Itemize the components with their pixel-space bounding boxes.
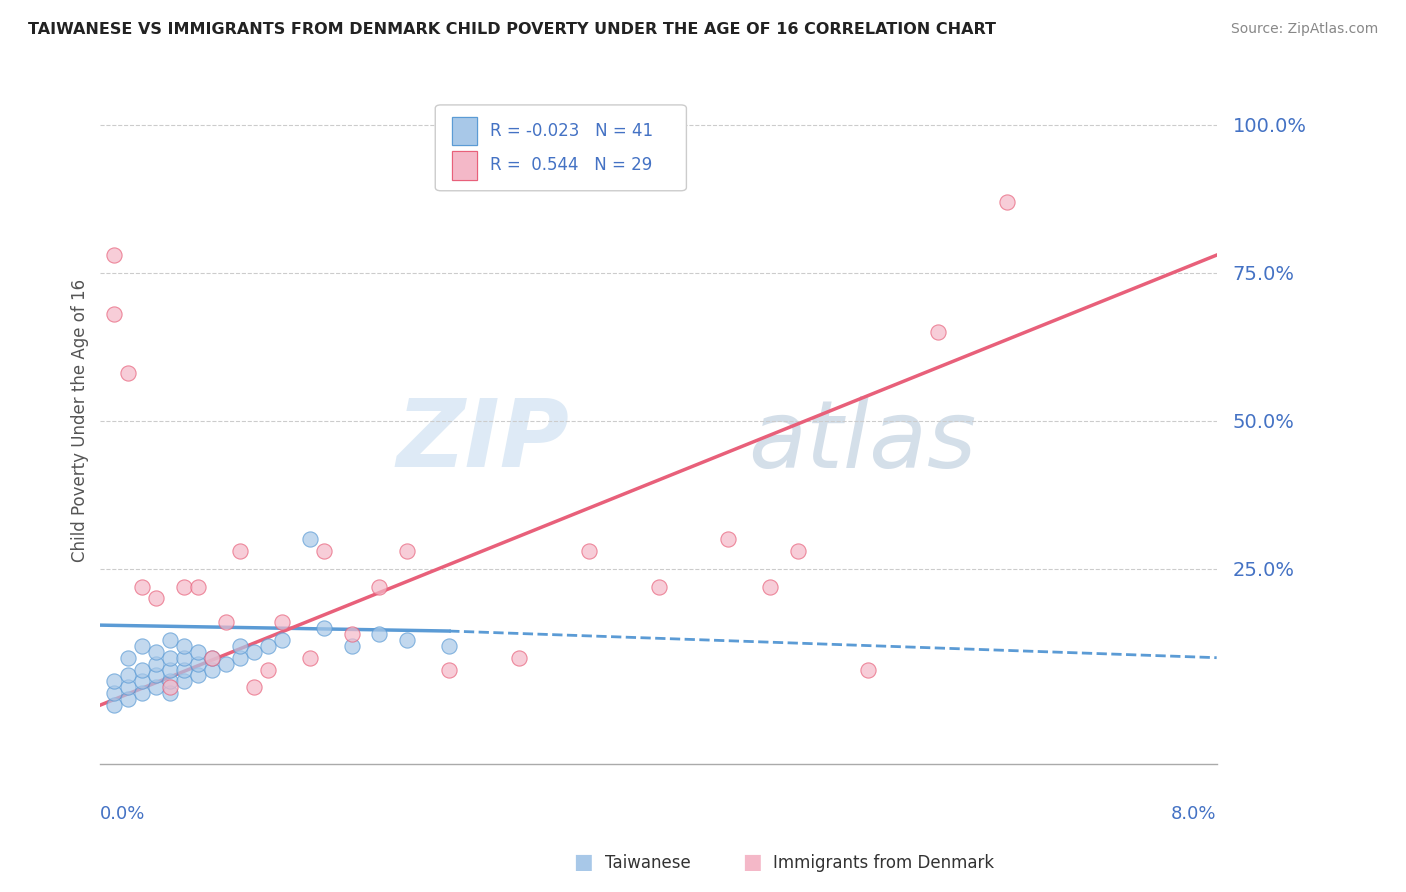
Point <box>201 650 224 665</box>
Point <box>368 627 391 641</box>
Point <box>187 668 209 682</box>
Text: 8.0%: 8.0% <box>1171 805 1216 823</box>
Point <box>131 674 153 689</box>
Text: TAIWANESE VS IMMIGRANTS FROM DENMARK CHILD POVERTY UNDER THE AGE OF 16 CORRELATI: TAIWANESE VS IMMIGRANTS FROM DENMARK CHI… <box>28 22 995 37</box>
Point <box>131 580 153 594</box>
Point <box>159 632 181 647</box>
Point <box>243 681 266 695</box>
Bar <box>451 117 477 145</box>
Point <box>159 663 181 677</box>
Point <box>312 544 335 558</box>
Point <box>201 663 224 677</box>
Point <box>270 632 292 647</box>
Y-axis label: Child Poverty Under the Age of 16: Child Poverty Under the Age of 16 <box>72 279 89 563</box>
Text: ■: ■ <box>574 853 593 872</box>
Text: ZIP: ZIP <box>396 395 569 487</box>
Point <box>256 639 278 653</box>
Point <box>396 544 419 558</box>
Point <box>145 668 167 682</box>
Point <box>437 639 460 653</box>
Point <box>717 533 740 547</box>
Point <box>927 325 949 339</box>
Point <box>647 580 669 594</box>
Point <box>145 657 167 671</box>
Text: atlas: atlas <box>748 396 976 487</box>
Text: ■: ■ <box>742 853 762 872</box>
Point <box>243 645 266 659</box>
Point <box>437 663 460 677</box>
Point <box>759 580 782 594</box>
Text: Immigrants from Denmark: Immigrants from Denmark <box>773 855 994 872</box>
Point <box>229 650 252 665</box>
Text: R =  0.544   N = 29: R = 0.544 N = 29 <box>489 156 652 174</box>
Point <box>131 639 153 653</box>
Point <box>117 668 139 682</box>
Point <box>578 544 600 558</box>
Point <box>159 681 181 695</box>
Point <box>396 632 419 647</box>
Point <box>159 686 181 700</box>
Point <box>229 544 252 558</box>
Point <box>298 533 321 547</box>
Point <box>187 657 209 671</box>
Point <box>145 591 167 606</box>
Point <box>187 580 209 594</box>
Bar <box>451 151 477 180</box>
Point <box>145 681 167 695</box>
Point <box>270 615 292 629</box>
Point <box>856 663 879 677</box>
Point <box>256 663 278 677</box>
Point <box>159 650 181 665</box>
Point <box>298 650 321 665</box>
Point <box>103 698 125 712</box>
Point <box>173 663 195 677</box>
Point <box>159 674 181 689</box>
Point <box>340 627 363 641</box>
Point <box>312 621 335 635</box>
Point <box>173 650 195 665</box>
Point <box>340 639 363 653</box>
Text: Taiwanese: Taiwanese <box>605 855 690 872</box>
Point <box>368 580 391 594</box>
Point <box>131 686 153 700</box>
Point <box>229 639 252 653</box>
Text: 0.0%: 0.0% <box>100 805 146 823</box>
FancyBboxPatch shape <box>436 105 686 191</box>
Point <box>173 580 195 594</box>
Point <box>201 650 224 665</box>
Point <box>145 645 167 659</box>
Point <box>995 194 1018 209</box>
Point <box>508 650 530 665</box>
Point <box>787 544 810 558</box>
Text: R = -0.023   N = 41: R = -0.023 N = 41 <box>489 122 652 140</box>
Point <box>173 639 195 653</box>
Text: Source: ZipAtlas.com: Source: ZipAtlas.com <box>1230 22 1378 37</box>
Point <box>117 692 139 706</box>
Bar <box>451 151 477 180</box>
Point <box>131 663 153 677</box>
Point <box>103 307 125 321</box>
Point <box>187 645 209 659</box>
Point <box>117 367 139 381</box>
Point <box>173 674 195 689</box>
Point <box>117 681 139 695</box>
Point <box>103 248 125 262</box>
Point <box>215 657 238 671</box>
Point <box>103 674 125 689</box>
Bar <box>451 117 477 145</box>
Point <box>215 615 238 629</box>
Point <box>103 686 125 700</box>
Point <box>117 650 139 665</box>
